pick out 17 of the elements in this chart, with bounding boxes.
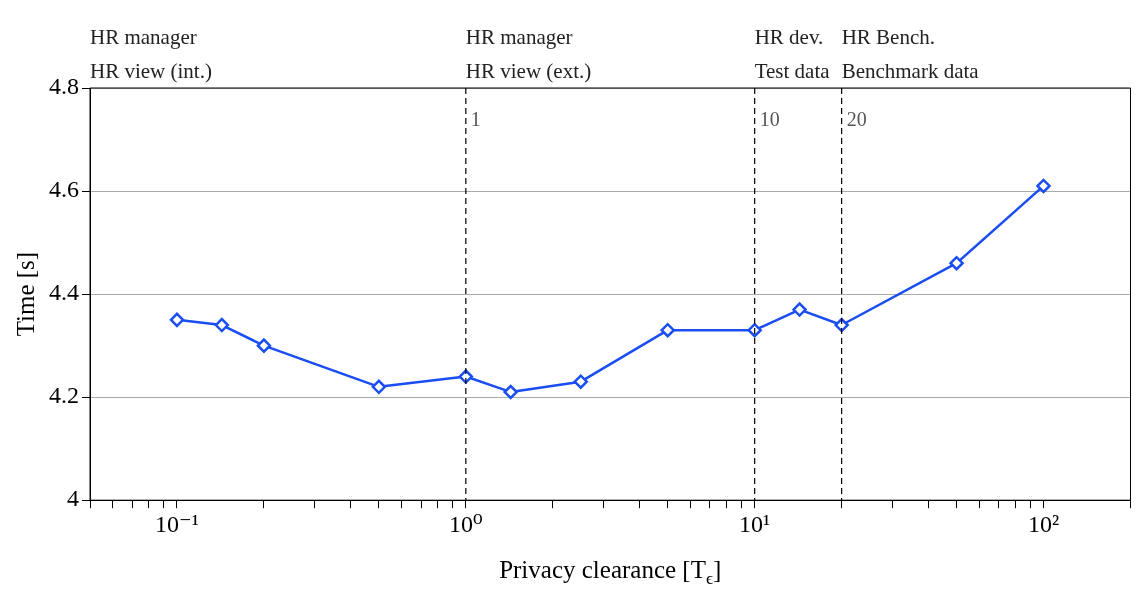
- y-axis-title: Time [s]: [11, 251, 39, 337]
- y-tick-label: 4: [67, 485, 79, 512]
- x-tick-label: 10⁻¹: [155, 510, 199, 537]
- ref-line-label: 1: [470, 108, 481, 130]
- text: HR dev. Test data: [754, 25, 831, 83]
- y-tick-label: 4.2: [49, 382, 79, 409]
- ref-line-label: 10: [759, 108, 780, 130]
- text: HR manager HR view (ext.): [465, 25, 592, 83]
- text: HR manager HR view (int.): [90, 25, 212, 83]
- x-tick-label: 10¹: [739, 510, 771, 537]
- y-tick-label: 4.8: [49, 73, 79, 100]
- ref-line-label: 20: [846, 108, 867, 130]
- y-tick-label: 4.4: [49, 279, 79, 306]
- x-tick-label: 10⁰: [449, 510, 483, 537]
- text: HR Bench. Benchmark data: [841, 25, 980, 83]
- x-tick-label: 10²: [1027, 510, 1060, 537]
- y-tick-label: 4.6: [49, 176, 79, 203]
